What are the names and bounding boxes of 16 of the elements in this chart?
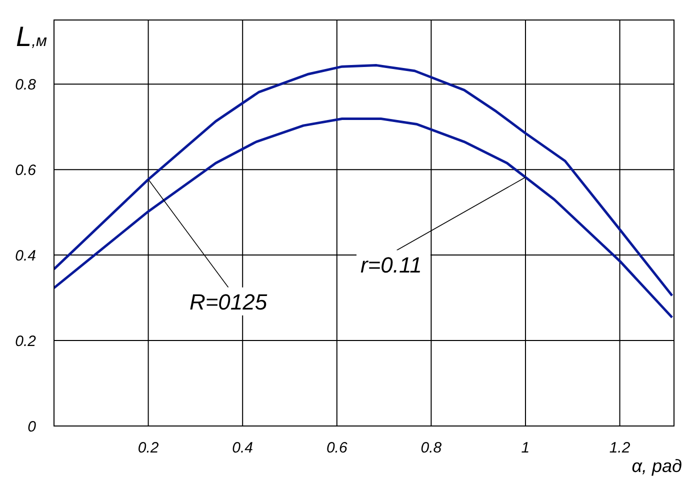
x-axis-title: α, рад [632,456,682,476]
y-axis-title: L,м [16,21,48,52]
x-tick-label: 0.6 [326,440,348,457]
x-tick-label: 1.2 [609,440,631,457]
y-tick-label: 0.4 [15,247,36,264]
y-tick-label: 0 [28,418,37,436]
x-tick-label: 0.4 [232,440,254,457]
x-tick-label: 0.2 [138,440,160,457]
x-tick-label: 0.8 [420,440,442,457]
y-tick-label: 0.8 [15,76,37,94]
annotation: R=0125 [189,289,268,314]
annotation: r=0.11 [360,252,422,278]
y-tick-label: 0.6 [15,162,37,179]
line-series [54,117,674,319]
x-tick-label: 1 [521,440,530,457]
y-tick-label: 0.2 [15,332,37,350]
